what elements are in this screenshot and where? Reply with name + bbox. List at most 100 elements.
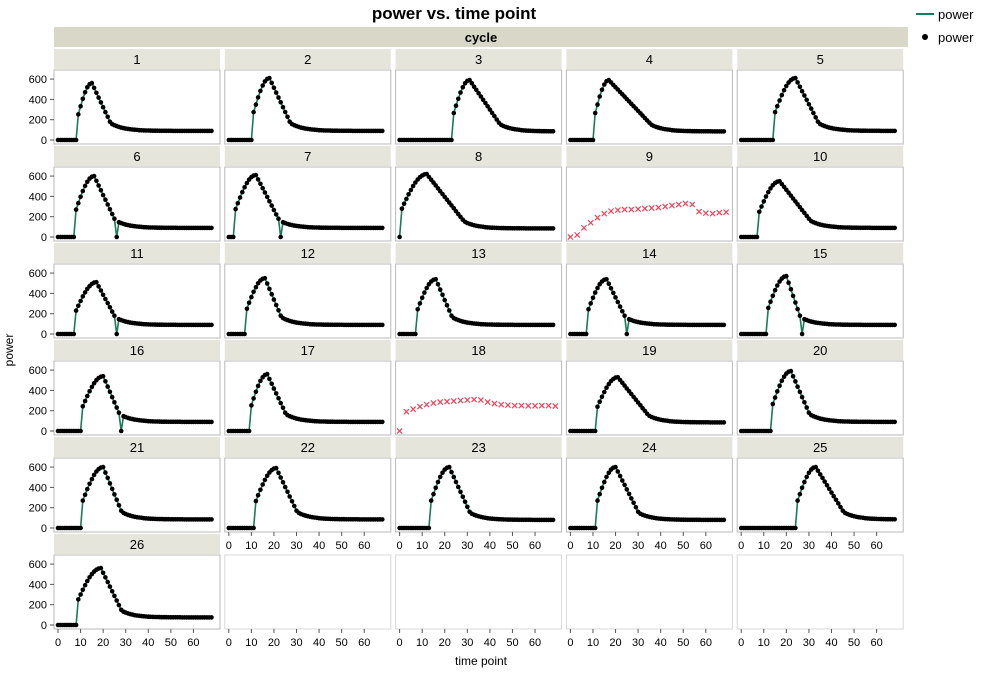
data-point-7-19 (269, 203, 275, 208)
data-point-22-21 (273, 465, 279, 471)
y-tick-label-200: 200 (29, 600, 47, 612)
panel-header-1 (54, 49, 220, 69)
data-point-24-20 (613, 464, 618, 470)
x-tick-label-40: 40 (313, 540, 325, 552)
y-tick-label-600: 600 (29, 462, 47, 474)
data-point-8-3 (404, 196, 409, 202)
data-point-3-36 (478, 94, 484, 99)
data-point-21-15 (89, 476, 95, 482)
data-point-6-10 (78, 194, 83, 200)
x-tick-label-30: 30 (803, 540, 815, 552)
flag-stroke-b (525, 402, 532, 409)
x-tick-label-40: 40 (655, 637, 667, 649)
data-point-1-18 (96, 95, 101, 100)
data-point-12-11 (251, 289, 256, 295)
data-point-1-17 (94, 90, 99, 96)
data-point-12-17 (264, 281, 270, 286)
flag-point-18-5 (430, 400, 437, 407)
data-point-1-68 (209, 128, 214, 134)
data-point-20-24 (793, 379, 798, 384)
x-tick-label-60: 60 (700, 540, 712, 552)
data-point-5-29 (804, 97, 809, 103)
data-point-19-68 (721, 420, 727, 425)
flag-stroke-b (403, 408, 410, 415)
flag-stroke-b (614, 207, 621, 214)
x-tick-label-0: 0 (226, 637, 232, 649)
x-axis-label: time point (455, 654, 508, 668)
data-point-17-12 (253, 389, 259, 395)
panel-header-19 (566, 340, 733, 360)
data-point-22-13 (255, 493, 261, 498)
data-point-6-13 (85, 179, 90, 185)
data-point-23-28 (460, 494, 466, 500)
x-tick-label-20: 20 (609, 637, 621, 649)
data-point-8-6 (410, 183, 416, 189)
data-point-13-8 (415, 307, 421, 312)
data-point-22-68 (380, 517, 385, 522)
x-tick-label-40: 40 (655, 540, 667, 552)
data-point-23-18 (437, 474, 443, 480)
panel-label-13: 13 (471, 246, 485, 261)
panel-label-25: 25 (813, 440, 827, 455)
data-point-11-9 (76, 303, 81, 309)
data-point-24-23 (620, 478, 625, 483)
flag-stroke-b (538, 402, 545, 409)
panel-header-2 (224, 49, 391, 69)
data-point-14-23 (620, 308, 625, 314)
panel-label-26: 26 (130, 537, 144, 552)
flag-stroke-b (648, 205, 655, 212)
x-tick-label-60: 60 (529, 637, 541, 649)
y-tick-label-600: 600 (29, 74, 47, 86)
data-point-13-7 (413, 331, 418, 337)
flag-stroke-b (628, 206, 635, 213)
data-point-12-16 (262, 275, 268, 281)
data-point-13-19 (440, 292, 445, 298)
flag-stroke-b (567, 233, 574, 241)
y-tick-label-600: 600 (29, 268, 47, 280)
data-point-8-2 (401, 201, 407, 206)
flag-stroke-b (443, 398, 451, 405)
data-point-11-8 (73, 308, 79, 313)
data-point-13-20 (442, 297, 448, 303)
data-point-11-25 (112, 313, 117, 319)
flag-stroke-b (601, 210, 608, 217)
data-point-25-39 (826, 486, 832, 492)
flag-point-18-1 (403, 408, 410, 415)
data-point-11-10 (78, 298, 83, 304)
x-tick-label-0: 0 (55, 637, 61, 649)
data-point-14-22 (617, 304, 623, 309)
data-point-26-19 (98, 565, 104, 571)
flag-point-18-7 (443, 398, 451, 405)
data-point-23-16 (433, 485, 439, 491)
data-point-14-12 (595, 285, 600, 291)
flag-stroke-b (457, 397, 464, 404)
data-point-15-27 (799, 331, 805, 337)
data-point-10-9 (759, 204, 764, 209)
data-point-12-21 (273, 302, 279, 308)
flag-point-9-8 (621, 206, 628, 213)
data-point-11-19 (98, 288, 104, 293)
data-point-11-68 (209, 322, 214, 328)
data-point-17-21 (273, 391, 279, 396)
data-point-14-20 (613, 295, 618, 300)
flag-stroke-b (491, 400, 498, 407)
data-point-3-40 (487, 107, 493, 112)
data-point-2-19 (269, 80, 275, 86)
data-point-26-8 (73, 622, 79, 628)
flag-point-18-11 (471, 396, 478, 403)
data-point-12-12 (253, 284, 259, 290)
data-point-25-27 (799, 485, 805, 491)
data-point-14-25 (624, 331, 630, 337)
data-point-17-10 (249, 403, 254, 408)
flag-point-9-14 (662, 203, 669, 210)
x-tick-label-50: 50 (336, 637, 348, 649)
flag-point-9-13 (655, 204, 662, 211)
x-tick-label-50: 50 (848, 637, 860, 649)
data-point-6-17 (94, 178, 99, 184)
data-point-12-10 (249, 294, 254, 300)
x-tick-label-50: 50 (336, 540, 348, 552)
y-tick-label-0: 0 (41, 135, 47, 147)
empty-panel-frame (565, 554, 733, 630)
data-point-15-13 (768, 299, 773, 305)
